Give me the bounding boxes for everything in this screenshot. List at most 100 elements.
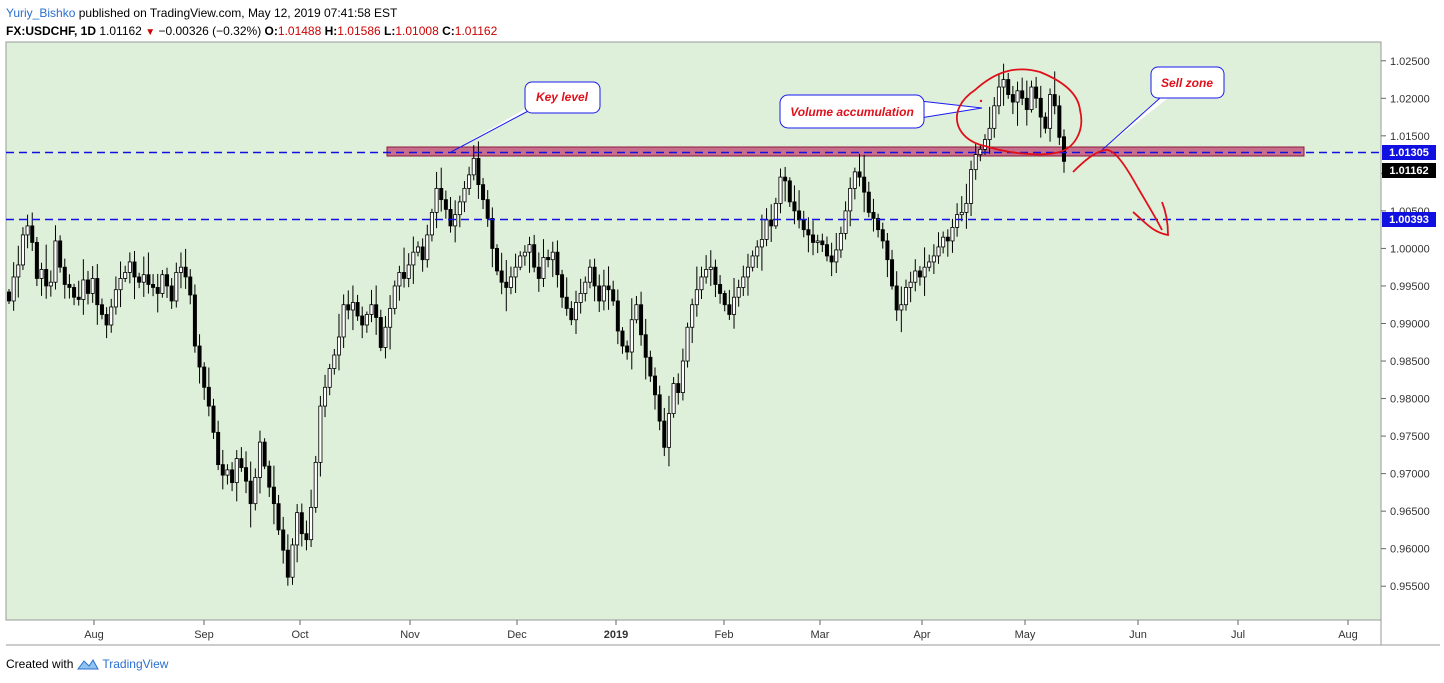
key-level-callout[interactable]: Key level	[450, 81, 601, 153]
candle-body	[657, 394, 662, 422]
candle-body	[383, 326, 388, 348]
candle-body	[969, 169, 974, 204]
candle-body	[127, 261, 132, 273]
resistance-price-label: 1.01305	[1389, 147, 1429, 159]
candle-body	[443, 199, 448, 210]
candle-body	[634, 304, 639, 321]
candle-body	[866, 191, 871, 213]
candle-body	[750, 255, 755, 268]
candle-body	[513, 266, 518, 278]
open-value: 1.01488	[277, 24, 322, 38]
sell-zone-label: Sell zone	[1161, 76, 1213, 90]
candle-body	[109, 306, 114, 326]
support-price-tag: 1.00393	[1382, 212, 1436, 227]
candle-body	[504, 281, 509, 288]
candle-body	[141, 274, 146, 283]
candle-body	[11, 276, 16, 302]
arrow-head-drawing	[1132, 201, 1169, 237]
candle-body	[532, 244, 537, 268]
candle-body	[597, 285, 602, 302]
sell-move-arrow-drawing[interactable]	[1072, 149, 1163, 231]
candle-body	[917, 270, 922, 278]
candle-body	[499, 270, 504, 283]
candle-body	[694, 289, 699, 306]
sell-zone-callout[interactable]: Sell zone	[1101, 66, 1225, 151]
accumulation-circle-drawing[interactable]	[956, 68, 1083, 156]
tradingview-brand-link[interactable]: TradingView	[102, 657, 169, 671]
candle-body	[137, 276, 142, 283]
candle-body	[299, 512, 304, 535]
candle-body	[843, 210, 848, 234]
candle-body	[420, 246, 425, 261]
candle-body	[732, 296, 737, 315]
candle-body	[722, 293, 727, 306]
candle-body	[620, 330, 625, 347]
candle-body	[671, 383, 676, 414]
candle-body	[290, 544, 295, 578]
candle-body	[639, 304, 644, 336]
candle-body	[536, 266, 541, 279]
candle-body	[216, 431, 221, 466]
candle-body	[996, 86, 1001, 107]
y-tick-label: 0.99000	[1390, 318, 1430, 330]
candle-body	[30, 225, 35, 243]
candle-body	[490, 218, 495, 249]
candle-body	[25, 225, 30, 236]
candle-body	[95, 278, 100, 306]
candle-body	[169, 285, 174, 302]
candle-body	[90, 278, 95, 294]
candle-body	[592, 266, 597, 287]
candle-body	[448, 208, 453, 227]
candle-body	[253, 476, 258, 505]
x-tick-label: May	[1015, 629, 1036, 641]
candle-body	[304, 533, 309, 541]
candle-body	[457, 201, 462, 216]
x-tick-label: Apr	[913, 629, 930, 641]
candle-body	[336, 336, 341, 356]
x-tick-label: Sep	[194, 629, 214, 641]
candle-body	[1015, 90, 1020, 103]
candle-body	[206, 386, 211, 407]
time-axis[interactable]: Aug Sep Oct Nov Dec 2019 Feb Mar Apr May Jun Jul Aug	[84, 620, 1358, 641]
down-triangle-icon: ▼	[145, 27, 156, 38]
candle-body	[81, 279, 86, 300]
candle-body	[374, 304, 379, 318]
candle-body	[388, 308, 393, 328]
candle-body	[406, 264, 411, 279]
candle-body	[862, 176, 867, 193]
x-tick-label: Feb	[715, 629, 734, 641]
candle-body	[402, 272, 407, 279]
candle-body	[546, 257, 551, 261]
candle-body	[560, 274, 565, 298]
candle-body	[481, 184, 486, 201]
red-dot-drawing	[979, 99, 983, 103]
candle-body	[234, 458, 239, 484]
y-tick-label: 0.98000	[1390, 394, 1430, 406]
candle-body	[248, 480, 253, 505]
candle-body	[950, 227, 955, 242]
candle-body	[76, 296, 81, 300]
candle-body	[467, 174, 472, 189]
candle-body	[583, 281, 588, 294]
candle-body	[1043, 116, 1048, 129]
author-link[interactable]: Yuriy_Bishko	[6, 6, 76, 20]
candle-body	[964, 202, 969, 213]
candle-body	[792, 201, 797, 212]
key-level-zone[interactable]	[386, 146, 1305, 157]
candle-body	[880, 229, 885, 242]
plot-area[interactable]	[5, 41, 1382, 621]
key-level-label: Key level	[536, 90, 589, 104]
candle-body	[764, 219, 769, 240]
candle-body	[165, 274, 170, 287]
candle-body	[890, 259, 895, 287]
candle-body	[415, 246, 420, 253]
candle-body	[824, 244, 829, 257]
price-axis[interactable]: 1.025001.020001.015001.010001.005001.000…	[1381, 56, 1430, 593]
low-value: 1.01008	[395, 24, 439, 38]
volume-accumulation-callout[interactable]: Volume accumulation	[779, 94, 983, 129]
candle-body	[429, 211, 434, 236]
candle-body	[355, 302, 360, 317]
candle-body	[941, 236, 946, 248]
candle-body	[987, 127, 992, 140]
